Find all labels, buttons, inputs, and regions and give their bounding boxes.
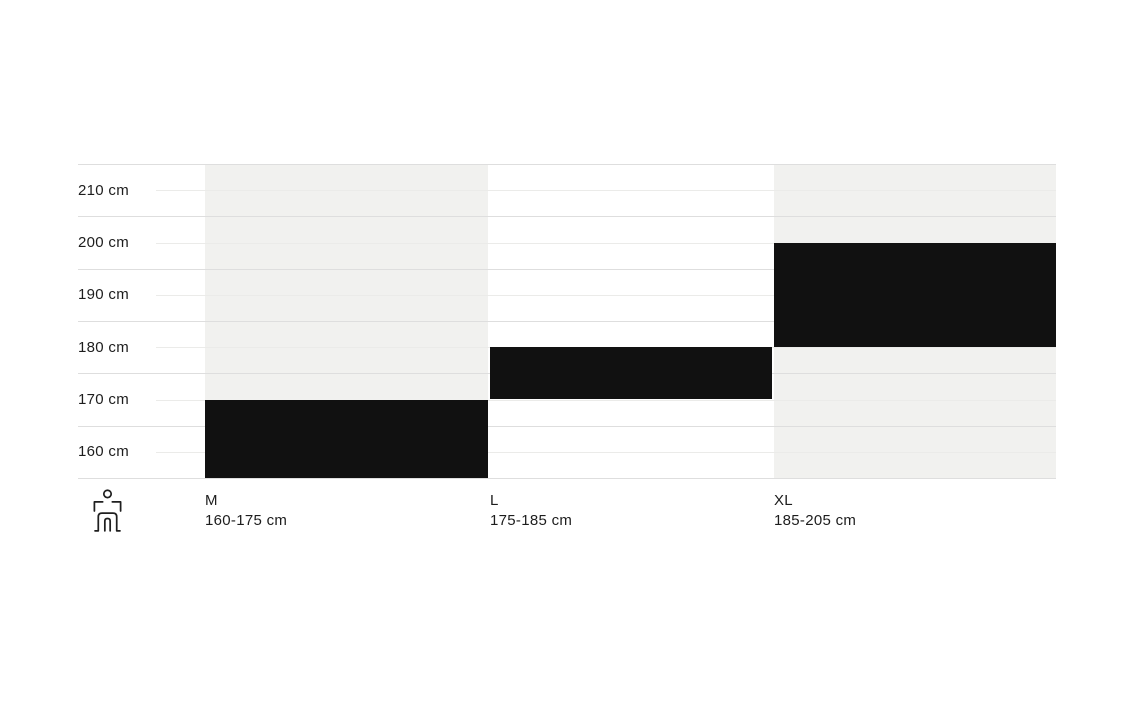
category-label-l: L 175-185 cm — [490, 491, 572, 531]
size-name: XL — [774, 492, 793, 509]
person-height-icon — [93, 489, 122, 532]
size-height-range: 175-185 cm — [490, 512, 573, 529]
y-axis-tick-label: 180 cm — [78, 338, 129, 356]
bar-size-l — [490, 347, 772, 400]
y-axis-tick-label: 210 cm — [78, 181, 129, 199]
chart-plot-area — [78, 164, 1056, 479]
size-name: L — [490, 492, 499, 509]
y-axis-tick-label: 170 cm — [78, 390, 129, 408]
size-height-range: 185-205 cm — [774, 512, 857, 529]
category-label-xl: XL 185-205 cm — [774, 491, 856, 531]
bar-size-xl — [774, 242, 1056, 348]
size-name: M — [205, 492, 218, 509]
category-label-m: M 160-175 cm — [205, 491, 287, 531]
size-height-range: 160-175 cm — [205, 512, 288, 529]
y-axis-tick-label: 190 cm — [78, 286, 129, 304]
y-axis-tick-label: 160 cm — [78, 443, 129, 461]
bar-size-m — [205, 399, 488, 478]
y-axis-tick-label: 200 cm — [78, 233, 129, 251]
